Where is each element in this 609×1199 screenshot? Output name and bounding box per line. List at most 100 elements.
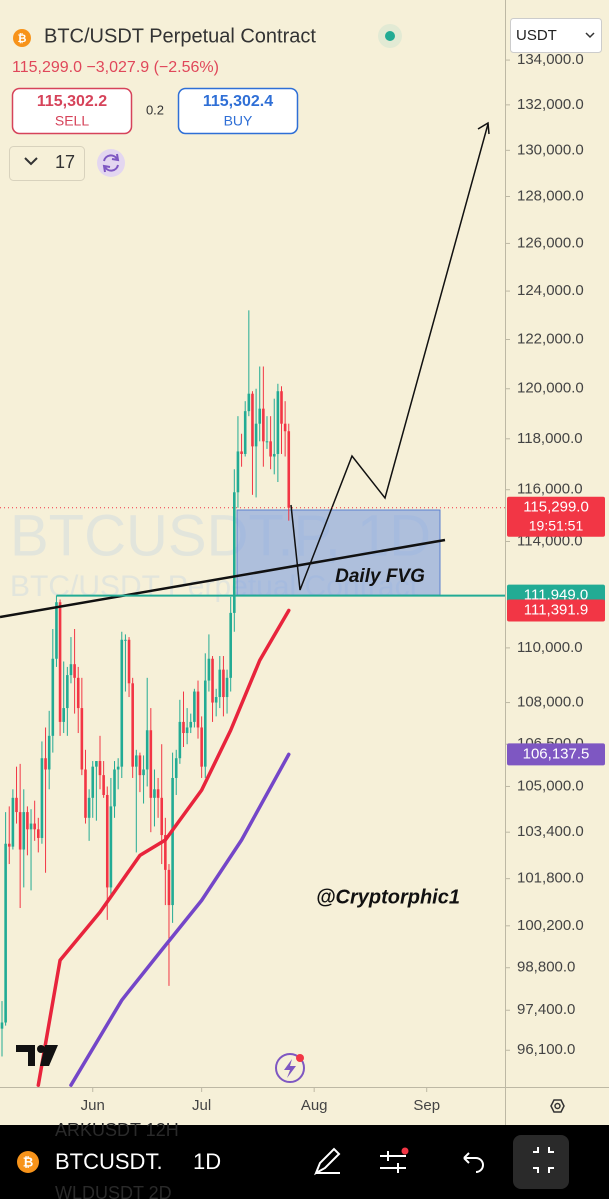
candle-body: [98, 761, 102, 776]
y-tick-label: 98,800.0: [517, 959, 575, 976]
coin-icon-glyph: ₿: [18, 33, 27, 45]
candle-body: [207, 658, 211, 681]
candle-body: [47, 735, 51, 770]
candle-body: [182, 721, 185, 734]
buy-label: BUY: [224, 113, 253, 129]
currency-label: USDT: [516, 27, 557, 44]
spread: 0.2: [146, 102, 164, 117]
candle-body: [109, 806, 113, 888]
header: ₿ BTC/USDT Perpetual Contract 115,299.0 …: [9, 18, 602, 181]
candle-body: [247, 393, 251, 412]
y-tick-label: 132,000.0: [517, 96, 584, 113]
candle-body: [251, 393, 254, 447]
candle-body: [156, 789, 160, 798]
candle-body: [62, 708, 66, 722]
annotation-label: @Cryptorphic1: [316, 886, 460, 908]
y-tick-label: 130,000.0: [517, 141, 584, 158]
price-change: 115,299.0 −3,027.9 (−2.56%): [12, 59, 219, 76]
toolbar: ARKUSDT 12H WLDUSDT 2D ₿ BTCUSDT. 1D: [0, 1120, 609, 1199]
buy-button[interactable]: [177, 87, 299, 135]
y-tick-label: 97,400.0: [517, 1001, 575, 1018]
indicator-count: 17: [55, 152, 75, 172]
projection-path: [290, 123, 489, 591]
toolbar-interval[interactable]: 1D: [193, 1149, 221, 1174]
candle-body: [229, 612, 232, 678]
candle-body: [105, 794, 109, 888]
fullscreen-icon: [533, 1147, 554, 1173]
candle-body: [26, 812, 29, 830]
chevron-icon: [24, 157, 38, 166]
sell-button[interactable]: [11, 87, 133, 135]
candle-body: [29, 823, 33, 830]
candle-body: [240, 451, 243, 454]
candle-body: [171, 777, 174, 906]
candle-body: [7, 843, 11, 847]
x-tick-label: Jun: [81, 1097, 105, 1114]
candle-body: [178, 721, 182, 759]
candle-body: [276, 391, 280, 454]
candle-body: [51, 658, 55, 736]
candle-body: [272, 453, 276, 457]
toolbar-symbol[interactable]: BTCUSDT.: [55, 1149, 163, 1174]
coin-icon: [13, 29, 31, 47]
draw-tool-button[interactable]: [314, 1147, 341, 1176]
candle-body: [87, 797, 91, 818]
indicators-button[interactable]: [380, 1151, 406, 1173]
coin-icon: [17, 1151, 39, 1173]
x-tick-label: Jul: [192, 1097, 211, 1114]
candle-body: [142, 769, 145, 776]
candle-body: [58, 602, 62, 722]
y-tick-label: 101,800.0: [517, 870, 584, 887]
refresh-button[interactable]: [97, 149, 125, 177]
y-tick-label: 134,000.0: [517, 51, 584, 68]
candle-body: [40, 758, 44, 838]
y-tick-label: 124,000.0: [517, 282, 584, 299]
currency-select[interactable]: [510, 18, 602, 53]
candle-body: [196, 691, 200, 728]
candle-body: [280, 391, 283, 424]
candle-body: [164, 835, 167, 870]
undo-button[interactable]: [463, 1152, 484, 1173]
price-tag-label: 106,137.5: [523, 745, 590, 762]
candle-body: [160, 797, 164, 836]
candle-body: [131, 683, 134, 767]
candle-body: [214, 697, 218, 703]
lightning-icon: [284, 1059, 296, 1078]
y-tick-label: 96,100.0: [517, 1041, 575, 1058]
notification-dot: [296, 1054, 304, 1062]
indicator-toggle[interactable]: [9, 146, 85, 181]
y-tick-label: 116,000.0: [517, 481, 583, 498]
y-tick-label: 120,000.0: [517, 380, 584, 397]
y-tick-label: 122,000.0: [517, 330, 584, 347]
coin-icon-glyph: ₿: [23, 1154, 34, 1169]
sell-label: SELL: [55, 113, 89, 129]
lightning-button[interactable]: [275, 1053, 305, 1083]
y-tick-label: 118,000.0: [517, 430, 583, 447]
candle-body: [135, 755, 138, 767]
candle-body: [258, 408, 262, 424]
candle-body: [149, 730, 153, 798]
price-tag-label: 111,949.0: [524, 587, 589, 604]
fullscreen-button[interactable]: [513, 1135, 569, 1189]
candle-body: [236, 451, 240, 493]
candle-body: [76, 677, 80, 709]
refresh-arrows: [102, 153, 120, 173]
candle-body: [265, 441, 269, 443]
candle-body: [120, 639, 124, 767]
x-tick-label: Aug: [301, 1097, 328, 1114]
candle-body: [11, 797, 15, 847]
logo-part: [40, 1045, 58, 1066]
x-tick-label: Sep: [413, 1097, 440, 1114]
candle-body: [95, 761, 98, 767]
settings-button[interactable]: [550, 1099, 565, 1113]
y-tick-label: 126,000.0: [517, 234, 584, 251]
candle-body: [127, 639, 131, 684]
y-tick-label: 128,000.0: [517, 187, 584, 204]
arrow-head: [477, 121, 490, 135]
candle-body: [283, 423, 287, 432]
price-axis: 134,000.0 132,000.0 130,000.0 128,000.0 126,…: [81, 51, 584, 1114]
candle-body: [189, 721, 193, 728]
